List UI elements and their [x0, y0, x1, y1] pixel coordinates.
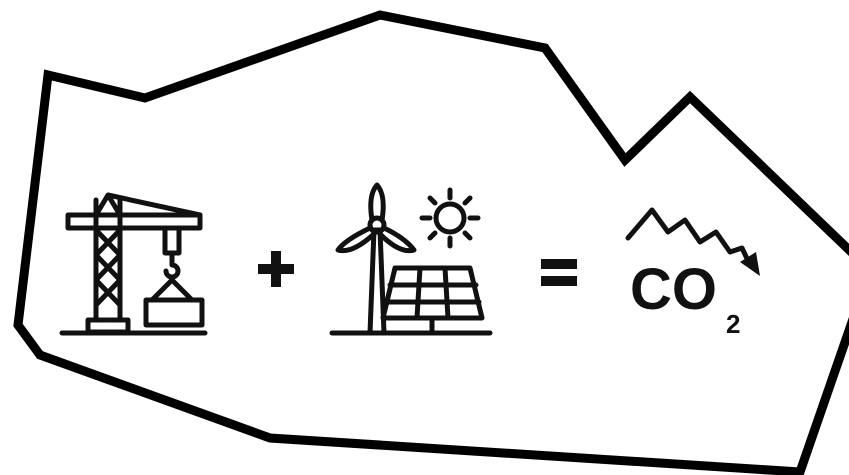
- outline: [13, 10, 849, 475]
- renewables-icon: [329, 182, 493, 336]
- subscript-text: 2: [726, 309, 740, 339]
- co-text: CO: [630, 257, 717, 322]
- crane-icon: [59, 192, 208, 336]
- equals: [541, 259, 577, 286]
- co2-icon: CO 2: [625, 207, 760, 339]
- plus: [258, 251, 294, 287]
